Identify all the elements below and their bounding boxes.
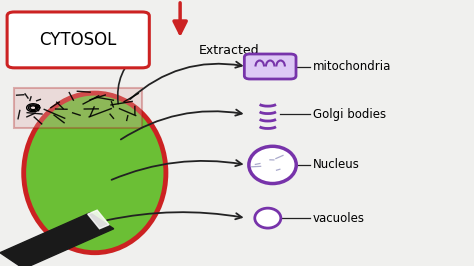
Text: vacuoles: vacuoles — [313, 212, 365, 225]
Polygon shape — [0, 213, 114, 266]
Text: mitochondria: mitochondria — [313, 60, 391, 73]
Text: CYTOSOL: CYTOSOL — [39, 31, 117, 49]
Ellipse shape — [249, 146, 296, 184]
FancyArrowPatch shape — [118, 51, 140, 104]
Text: Extracted: Extracted — [199, 44, 260, 57]
FancyBboxPatch shape — [7, 12, 149, 68]
Text: Golgi bodies: Golgi bodies — [313, 108, 386, 121]
FancyBboxPatch shape — [245, 54, 296, 79]
Polygon shape — [88, 210, 109, 229]
Text: Nucleus: Nucleus — [313, 159, 360, 171]
Bar — [14, 88, 142, 128]
Ellipse shape — [24, 93, 166, 253]
Ellipse shape — [255, 208, 281, 228]
